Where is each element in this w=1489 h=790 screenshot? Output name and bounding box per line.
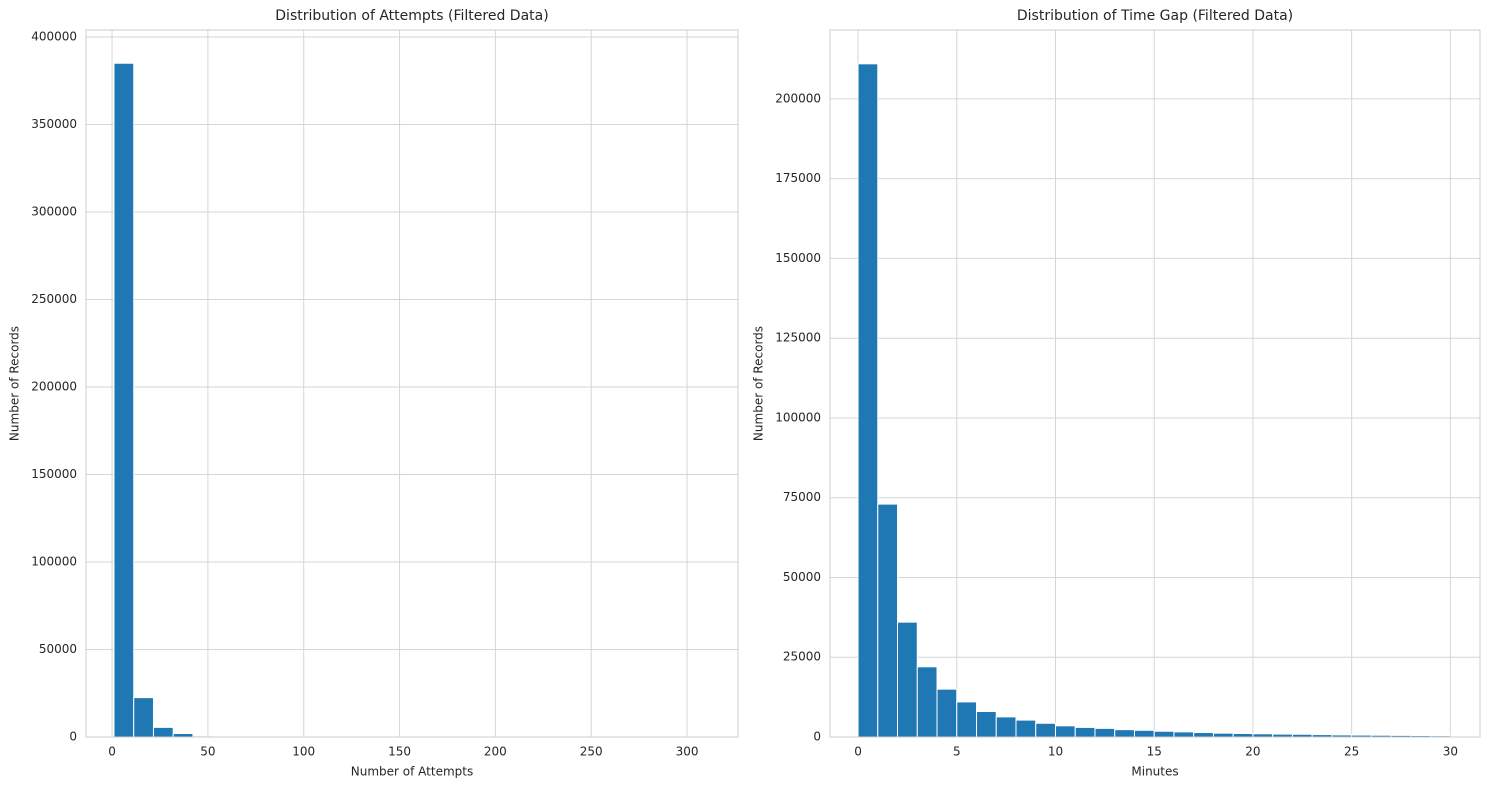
x-axis-label: Minutes [1131,765,1178,779]
bar [1094,727,1116,738]
y-axis-label: Number of Records [8,326,22,441]
x-tick-label: 25 [1344,745,1359,759]
chart-title: Distribution of Time Gap (Filtered Data) [1017,8,1293,24]
y-tick-label: 50000 [39,642,77,656]
bar [956,701,978,738]
plot-frame [85,29,739,738]
x-tick-label: 30 [1443,745,1458,759]
y-tick-label: 0 [813,730,821,744]
bar [1173,731,1195,738]
x-tick-label: 100 [292,745,315,759]
y-tick-label: 100000 [775,410,821,424]
y-tick-label: 0 [69,730,77,744]
y-tick-label: 350000 [31,117,77,131]
y-tick-label: 175000 [775,171,821,185]
bar [916,666,938,738]
y-tick-label: 25000 [783,650,821,664]
bar [1212,732,1234,738]
bar [1035,722,1056,738]
y-tick-label: 150000 [31,467,77,481]
x-tick-label: 0 [854,745,862,759]
y-tick-label: 150000 [775,251,821,265]
y-axis-label: Number of Records [752,326,766,441]
bar [133,697,154,738]
y-tick-label: 50000 [783,570,821,584]
bar [1153,730,1175,738]
bar [976,710,997,738]
bar [113,62,135,738]
subplot: 0 50000 100000 150000 200000 250000 300000 3500… [8,8,739,779]
x-tick-label: 50 [200,745,215,759]
bar [1133,729,1155,738]
y-tick-label: 200000 [775,91,821,105]
x-axis-label: Number of Attempts [351,765,473,779]
y-tick-label: 200000 [31,380,77,394]
x-tick-label: 150 [388,745,411,759]
x-tick-label: 200 [484,745,507,759]
bar [1074,726,1096,738]
x-tick-label: 0 [108,745,116,759]
bar [936,688,958,738]
bar [897,621,918,738]
x-tick-label: 250 [580,745,603,759]
bar [172,733,194,738]
x-tick-label: 20 [1245,745,1260,759]
y-tick-label: 75000 [783,490,821,504]
y-tick-label: 100000 [31,555,77,569]
y-tick-label: 125000 [775,331,821,345]
chart-title: Distribution of Attempts (Filtered Data) [275,8,548,24]
y-tick-label: 250000 [31,292,77,306]
bar [877,503,899,738]
x-tick-label: 15 [1147,745,1162,759]
plot-frame [829,29,1481,738]
y-tick-label: 300000 [31,205,77,219]
bar [1193,732,1214,738]
bar [1015,719,1037,738]
bar [1114,729,1135,738]
x-tick-label: 5 [953,745,961,759]
bar [995,716,1017,738]
x-tick-label: 300 [676,745,699,759]
y-tick-label: 400000 [31,30,77,44]
bar [1232,732,1254,738]
bar [1054,725,1076,738]
x-tick-label: 10 [1048,745,1063,759]
bar [857,63,879,738]
subplot: 0 25000 50000 75000 100000 125000 150000 175000… [752,8,1481,779]
bar [152,726,174,738]
